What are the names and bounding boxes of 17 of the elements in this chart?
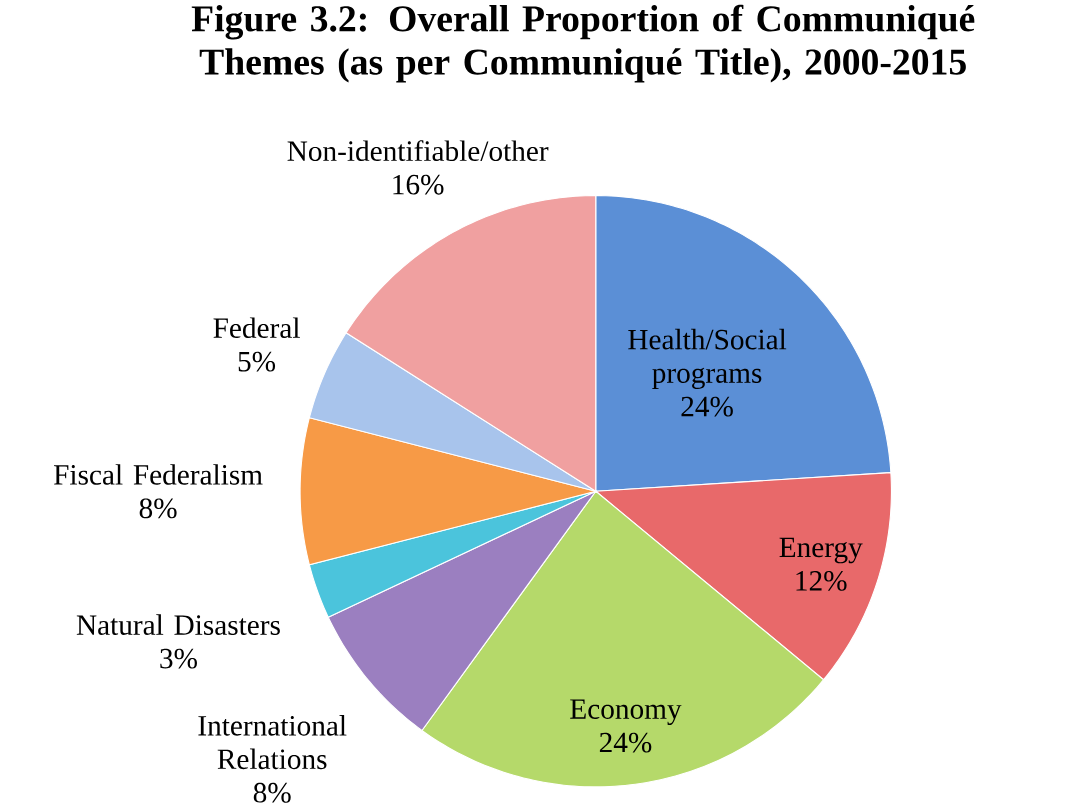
slice-label: Health/Social programs — [628, 328, 787, 389]
slice-label: Federal — [213, 317, 300, 338]
data-label: 16% — [393, 174, 444, 195]
data-label: 8% — [253, 782, 291, 803]
data-label: 3% — [160, 648, 197, 669]
slice-label: Economy — [570, 699, 682, 725]
data-label: 5% — [238, 351, 276, 372]
data-label: 24% — [681, 396, 733, 417]
chart-title: Figure 3.2: Overall Proportion of Communiqué Themes (as per Communiqué Title), 2000-2015 — [191, 4, 975, 83]
data-label: 8% — [139, 498, 177, 519]
data-label: 24% — [599, 732, 652, 753]
slice-label: Fiscal Federalism — [54, 463, 263, 485]
slice-label: Energy — [779, 537, 863, 564]
slice-label: Natural Disasters — [76, 614, 280, 635]
slice-label: Non-identifiable/other — [287, 139, 549, 161]
slice-label: International Relations — [198, 714, 347, 769]
data-label: 12% — [796, 570, 847, 591]
